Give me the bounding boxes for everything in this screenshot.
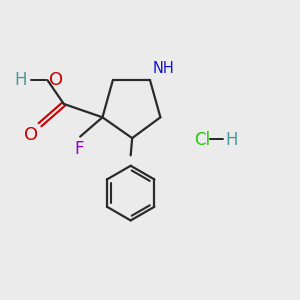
Text: Cl: Cl [195,130,211,148]
Text: O: O [49,71,63,89]
Text: NH: NH [153,61,175,76]
Text: H: H [14,71,27,89]
Text: H: H [226,130,238,148]
Text: O: O [23,126,38,144]
Text: F: F [74,140,83,158]
